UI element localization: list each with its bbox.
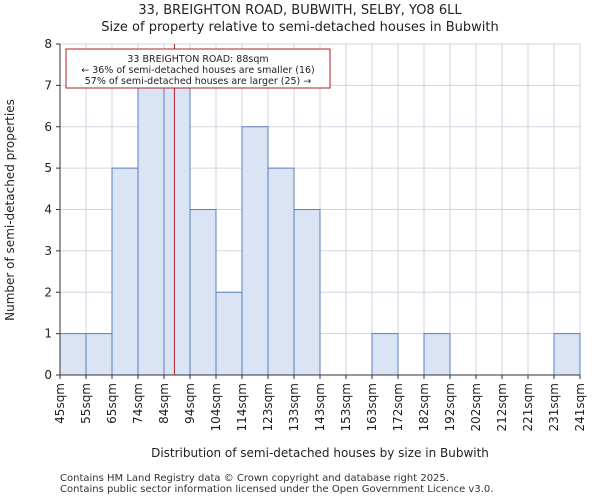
bar: [553, 333, 581, 376]
y-tick-label: 8: [44, 37, 52, 51]
x-tick-label: 114sqm: [235, 383, 249, 431]
bar: [267, 167, 295, 376]
x-tick-label: 182sqm: [417, 383, 431, 431]
x-tick-label: 84sqm: [157, 383, 171, 424]
bar: [371, 333, 399, 376]
x-tick-label: 153sqm: [339, 383, 353, 431]
y-tick-label: 4: [44, 203, 52, 217]
x-tick-label: 212sqm: [495, 383, 509, 431]
x-tick-label: 74sqm: [131, 383, 145, 424]
y-tick-label: 2: [44, 285, 52, 299]
annotation-line-3: 57% of semi-detached houses are larger (…: [85, 76, 312, 87]
x-tick-label: 202sqm: [469, 383, 483, 431]
x-tick-label: 123sqm: [261, 383, 275, 431]
x-tick-label: 192sqm: [443, 383, 457, 431]
x-tick-label: 221sqm: [521, 383, 535, 431]
annotation-box: 33 BREIGHTON ROAD: 88sqm ← 36% of semi-d…: [65, 48, 331, 89]
x-tick-label: 55sqm: [79, 383, 93, 424]
bar: [189, 209, 217, 376]
x-tick-label: 143sqm: [313, 383, 327, 431]
annotation-line-2: ← 36% of semi-detached houses are smalle…: [81, 65, 315, 76]
bar: [163, 84, 191, 376]
x-tick-label: 94sqm: [183, 383, 197, 424]
y-tick-label: 3: [44, 244, 52, 258]
x-tick-label: 172sqm: [391, 383, 405, 431]
y-tick-label: 6: [44, 120, 52, 134]
chart-subtitle: Size of property relative to semi-detach…: [101, 20, 499, 35]
x-tick-label: 241sqm: [573, 383, 587, 431]
x-tick-label: 133sqm: [287, 383, 301, 431]
bar: [137, 84, 165, 376]
x-tick-label: 65sqm: [105, 383, 119, 424]
x-tick-label: 163sqm: [365, 383, 379, 431]
y-tick-label: 7: [44, 78, 52, 92]
bar: [85, 333, 113, 376]
x-axis-label: Distribution of semi-detached houses by …: [151, 446, 489, 460]
y-tick-label: 0: [44, 368, 52, 382]
footer-copyright: Contains HM Land Registry data © Crown c…: [60, 473, 449, 484]
x-tick-label: 231sqm: [547, 383, 561, 431]
annotation-line-1: 33 BREIGHTON ROAD: 88sqm: [127, 54, 268, 65]
bar: [215, 291, 243, 376]
bar: [423, 333, 451, 376]
x-tick-label: 104sqm: [209, 383, 223, 431]
bar: [59, 333, 87, 376]
bar: [111, 167, 139, 376]
y-axis-label: Number of semi-detached properties: [3, 99, 17, 321]
bar: [293, 209, 321, 376]
footer-licence: Contains public sector information licen…: [60, 484, 494, 495]
histogram-chart: 0 1 2 3 4 5 6 7 8 45sqm 55sqm 65sqm 74sqm 84sqm 94sqm…: [3, 37, 587, 460]
bar: [241, 126, 269, 376]
y-tick-label: 1: [44, 327, 52, 341]
chart-title: 33, BREIGHTON ROAD, BUBWITH, SELBY, YO8 …: [138, 3, 462, 18]
x-tick-label: 45sqm: [53, 383, 67, 424]
annotation-frame: [65, 48, 331, 89]
y-tick-label: 5: [44, 161, 52, 175]
